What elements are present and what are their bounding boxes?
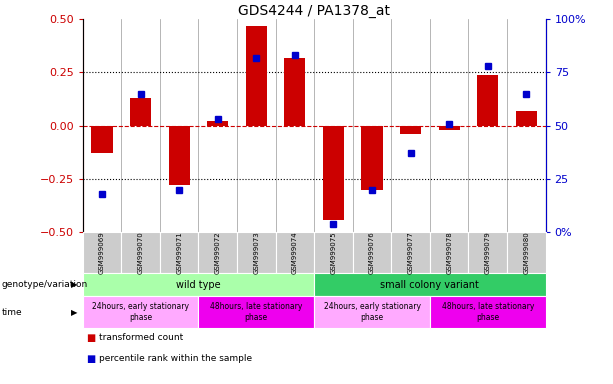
- Bar: [246, 26, 267, 126]
- Text: ▶: ▶: [71, 280, 78, 289]
- Text: percentile rank within the sample: percentile rank within the sample: [99, 354, 253, 363]
- Bar: [400, 126, 421, 134]
- Text: GSM999071: GSM999071: [176, 231, 182, 274]
- Text: transformed count: transformed count: [99, 333, 183, 342]
- Text: GSM999073: GSM999073: [253, 231, 259, 274]
- Text: GSM999080: GSM999080: [524, 231, 529, 274]
- Bar: [516, 111, 537, 126]
- Bar: [169, 126, 190, 185]
- Text: GSM999076: GSM999076: [369, 231, 375, 274]
- Text: GSM999070: GSM999070: [137, 231, 143, 274]
- Text: small colony variant: small colony variant: [381, 280, 479, 290]
- Text: 48hours, late stationary
phase: 48hours, late stationary phase: [441, 303, 534, 322]
- Text: ■: ■: [86, 354, 95, 364]
- Text: wild type: wild type: [176, 280, 221, 290]
- Text: GSM999077: GSM999077: [408, 231, 414, 274]
- Text: GSM999078: GSM999078: [446, 231, 452, 274]
- Text: ▶: ▶: [71, 308, 78, 317]
- Text: 24hours, early stationary
phase: 24hours, early stationary phase: [92, 303, 189, 322]
- Text: GSM999075: GSM999075: [330, 231, 337, 274]
- Bar: [130, 98, 151, 126]
- Text: GSM999074: GSM999074: [292, 231, 298, 274]
- Text: GSM999069: GSM999069: [99, 231, 105, 274]
- Text: ■: ■: [86, 333, 95, 343]
- Bar: [284, 58, 305, 126]
- Text: time: time: [2, 308, 23, 317]
- Title: GDS4244 / PA1378_at: GDS4244 / PA1378_at: [238, 4, 390, 18]
- Bar: [438, 126, 460, 130]
- Text: 24hours, early stationary
phase: 24hours, early stationary phase: [324, 303, 421, 322]
- Bar: [477, 74, 498, 126]
- Text: genotype/variation: genotype/variation: [2, 280, 88, 289]
- Bar: [362, 126, 383, 190]
- Text: GSM999072: GSM999072: [215, 231, 221, 274]
- Bar: [91, 126, 113, 154]
- Text: 48hours, late stationary
phase: 48hours, late stationary phase: [210, 303, 302, 322]
- Bar: [323, 126, 344, 220]
- Text: GSM999079: GSM999079: [485, 231, 491, 274]
- Bar: [207, 121, 229, 126]
